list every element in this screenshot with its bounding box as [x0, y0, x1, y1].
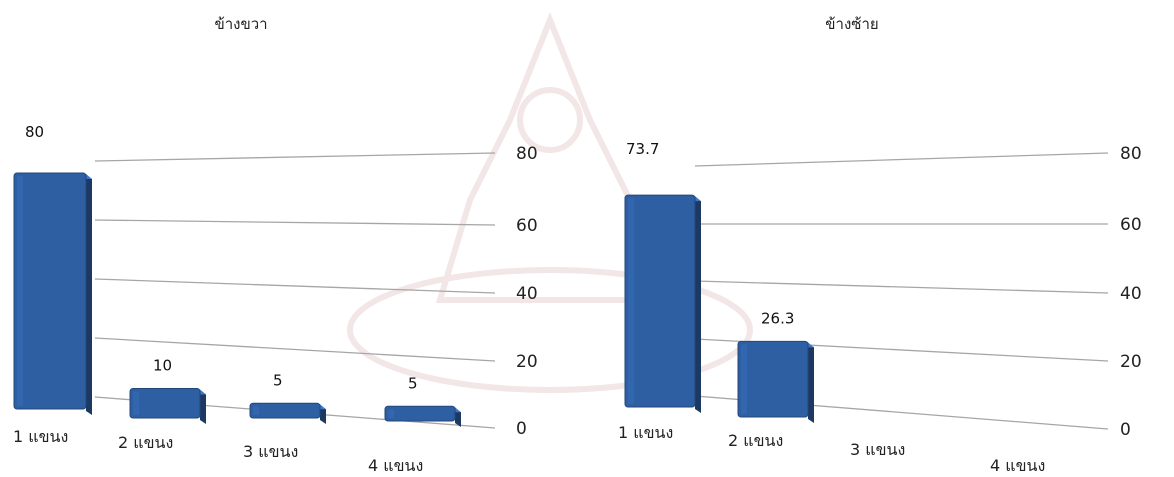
chart-title: ข้างซ้าย [825, 15, 879, 33]
data-label: 26.3 [761, 309, 794, 327]
gridline [94, 278, 496, 294]
category-label: 4 แขนง [990, 456, 1045, 475]
category-label: 2 แขนง [728, 431, 783, 450]
category-label: 2 แขนง [118, 433, 173, 452]
category-label: 1 แขนง [618, 423, 673, 442]
y-tick-label: 40 [1120, 284, 1142, 304]
bar-4 [384, 405, 461, 427]
data-label: 73.7 [626, 140, 659, 158]
chart-plot-right-side: 0 20 40 60 80 80 1 แขนง 10 2 แขนง 5 3 แขนง 5 4 แขนง [13, 123, 538, 475]
gridline [94, 219, 496, 226]
data-label: 80 [25, 123, 44, 141]
gridline [694, 152, 1109, 167]
watermark-emblem [347, 11, 753, 393]
y-tick-label: 60 [1120, 215, 1142, 235]
category-label: 3 แขนง [850, 440, 905, 459]
chart-title: ข้างขวา [214, 15, 268, 33]
y-tick-label: 40 [516, 284, 538, 304]
category-label: 4 แขนง [368, 456, 423, 475]
y-tick-label: 20 [1120, 352, 1142, 372]
chart-right-side: ข้างขวา 0 20 40 60 80 80 1 แขนง 10 2 แขนง 5 3 แขนง… [13, 15, 538, 475]
y-tick-label: 0 [1120, 420, 1131, 440]
gridline [694, 280, 1109, 294]
category-label: 1 แขนง [13, 427, 68, 446]
data-label: 10 [153, 357, 172, 375]
y-tick-label: 20 [516, 352, 538, 372]
bar-2 [129, 388, 206, 424]
y-tick-label: 80 [1120, 144, 1142, 164]
bar-1 [624, 194, 701, 413]
bar-2 [737, 340, 814, 423]
chart-plot-left-side: 0 20 40 60 80 73.7 1 แขนง 26.3 2 แขนง 3 แขนง 4 แขน… [618, 140, 1142, 475]
y-tick-label: 0 [516, 419, 527, 439]
y-tick-label: 80 [516, 144, 538, 164]
data-label: 5 [408, 374, 418, 392]
category-label: 3 แขนง [243, 442, 298, 461]
bar-1 [13, 172, 92, 415]
data-label: 5 [273, 371, 283, 389]
gridline [94, 152, 496, 162]
bar-3 [249, 402, 326, 424]
chart-left-side: ข้างซ้าย 0 20 40 60 80 73.7 1 แขนง 26.3 2 แขนง 3 … [590, 0, 1174, 477]
y-tick-label: 60 [516, 216, 538, 236]
gridline [94, 337, 496, 362]
